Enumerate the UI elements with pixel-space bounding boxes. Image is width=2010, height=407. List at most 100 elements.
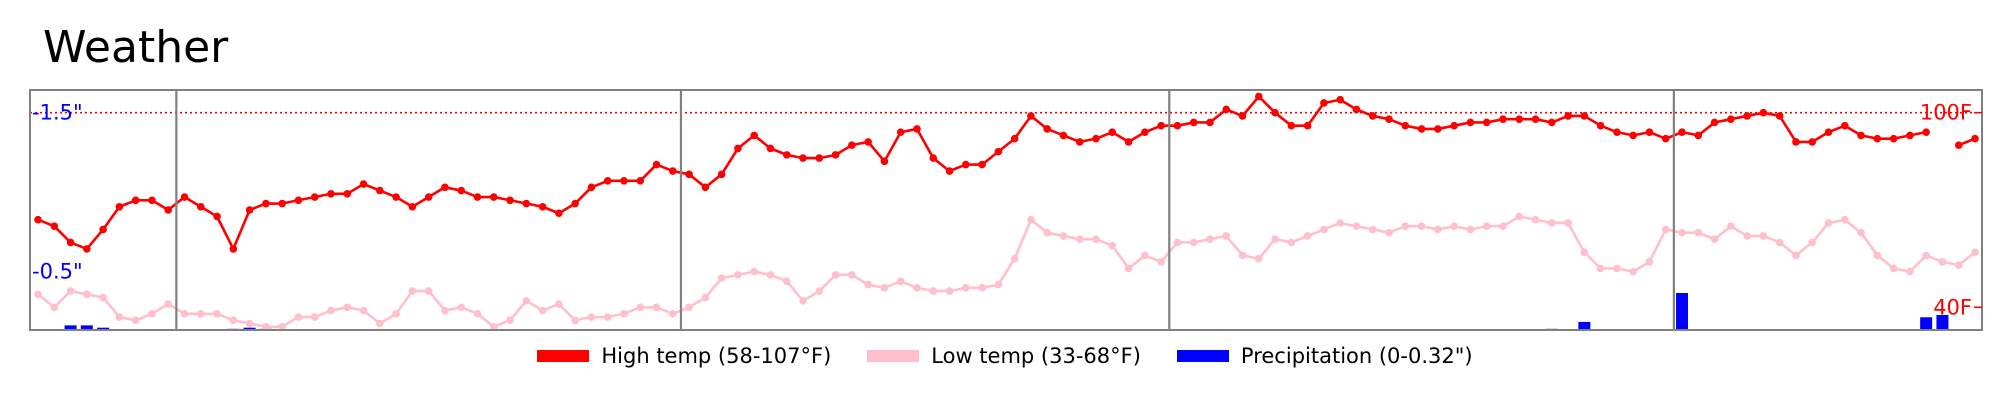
legend-item-precip: Precipitation (0-0.32")	[1176, 344, 1473, 368]
low-temp-point-100	[1661, 225, 1670, 234]
high-temp-point-6	[131, 196, 140, 205]
low-temp-point-109	[1808, 238, 1817, 247]
low-temp-point-42	[717, 274, 726, 282]
low-temp-point-61	[1027, 215, 1035, 224]
high-temp-point-98	[1629, 131, 1637, 140]
high-temp-point-21	[376, 186, 384, 195]
low-temp-point-99	[1645, 258, 1654, 266]
high-temp-point-66	[1108, 128, 1117, 136]
high-temp-point-36	[620, 177, 628, 185]
high-temp-point-78	[1303, 121, 1312, 130]
low-temp-point-118	[1954, 261, 1963, 269]
low-temp-series	[34, 212, 1979, 331]
low-temp-point-30	[522, 297, 531, 305]
precip-bar-13	[243, 327, 256, 330]
low-temp-point-2	[66, 287, 75, 295]
low-temp-point-106	[1759, 232, 1768, 240]
low-temp-point-65	[1092, 235, 1100, 243]
high-temp-point-81	[1352, 105, 1361, 114]
left-axis-label-0: -1.5"	[32, 101, 83, 125]
plot-frame	[29, 89, 1983, 331]
high-temp-point-96	[1596, 121, 1605, 130]
high-temp-point-55	[929, 154, 938, 162]
high-temp-point-92	[1531, 115, 1540, 123]
high-temp-point-103	[1710, 118, 1719, 127]
high-temp-point-49	[831, 151, 840, 159]
high-temp-point-5	[115, 202, 124, 211]
low-temp-point-37	[636, 303, 645, 312]
low-temp-point-119	[1971, 248, 1979, 256]
low-temp-point-20	[359, 306, 368, 315]
precip-bar-95	[1578, 321, 1591, 330]
low-temp-point-43	[734, 271, 742, 279]
high-temp-point-73	[1222, 105, 1231, 114]
high-temp-point-22	[392, 193, 400, 201]
low-temp-point-31	[538, 306, 547, 315]
legend-label-low: Low temp (33-68°F)	[931, 344, 1141, 368]
low-temp-point-90	[1499, 222, 1507, 231]
legend-swatch-high	[537, 350, 590, 362]
low-temp-point-39	[669, 309, 677, 318]
high-temp-point-28	[489, 193, 498, 201]
low-temp-point-91	[1515, 212, 1524, 221]
high-temp-point-26	[457, 186, 466, 195]
high-temp-point-37	[636, 177, 645, 185]
high-temp-point-40	[685, 170, 693, 179]
high-temp-point-65	[1092, 134, 1100, 143]
low-temp-point-104	[1727, 222, 1735, 231]
high-temp-point-64	[1075, 138, 1084, 146]
high-temp-point-83	[1385, 115, 1393, 123]
low-temp-point-78	[1303, 232, 1312, 240]
high-temp-point-99	[1645, 128, 1654, 136]
high-temp-point-4	[99, 225, 107, 234]
low-temp-point-68	[1141, 251, 1149, 260]
low-temp-point-18	[327, 306, 335, 315]
low-temp-point-53	[896, 277, 905, 286]
low-temp-point-15	[278, 322, 286, 331]
high-temp-point-39	[669, 167, 677, 175]
low-temp-point-21	[376, 319, 384, 328]
high-temp-point-7	[148, 196, 156, 205]
low-temp-point-70	[1173, 238, 1182, 247]
low-temp-point-94	[1564, 219, 1572, 227]
low-temp-point-89	[1482, 222, 1491, 231]
high-temp-point-45	[766, 144, 775, 153]
low-temp-point-29	[506, 316, 514, 325]
low-temp-point-83	[1385, 228, 1393, 237]
high-temp-point-8	[164, 206, 173, 214]
low-temp-point-19	[343, 303, 352, 312]
high-temp-point-67	[1124, 138, 1133, 146]
high-temp-point-93	[1547, 118, 1556, 127]
high-temp-point-94	[1564, 112, 1572, 120]
low-temp-point-69	[1157, 258, 1165, 266]
low-temp-point-102	[1694, 228, 1703, 237]
high-temp-point-44	[750, 131, 759, 140]
high-temp-point-16	[294, 196, 303, 205]
high-temp-point-34	[587, 183, 596, 192]
low-temp-point-25	[441, 306, 449, 315]
high-temp-point-17	[310, 193, 319, 201]
high-temp-point-69	[1157, 121, 1165, 130]
high-temp-point-85	[1417, 125, 1426, 133]
high-temp-point-88	[1466, 118, 1475, 127]
high-temp-point-52	[880, 157, 889, 166]
high-temp-point-82	[1368, 112, 1377, 120]
precip-bar-116	[1920, 317, 1933, 330]
high-temp-point-106	[1759, 108, 1768, 117]
low-temp-point-64	[1075, 235, 1084, 243]
low-temp-point-74	[1238, 251, 1247, 260]
low-temp-point-59	[994, 280, 1003, 289]
right-axis-label-0: 100F	[1920, 101, 1972, 125]
high-temp-point-87	[1450, 121, 1458, 130]
high-temp-point-114	[1889, 134, 1898, 143]
high-temp-point-115	[1906, 131, 1914, 140]
legend: High temp (58-107°F) Low temp (33-68°F) …	[0, 344, 2010, 368]
high-temp-point-19	[343, 189, 352, 198]
low-temp-point-85	[1417, 222, 1426, 231]
low-temp-point-4	[99, 293, 107, 302]
low-temp-point-33	[571, 316, 579, 325]
low-temp-point-66	[1108, 241, 1117, 250]
high-temp-point-57	[962, 160, 970, 169]
high-temp-point-104	[1727, 115, 1735, 123]
high-temp-point-75	[1254, 92, 1263, 101]
